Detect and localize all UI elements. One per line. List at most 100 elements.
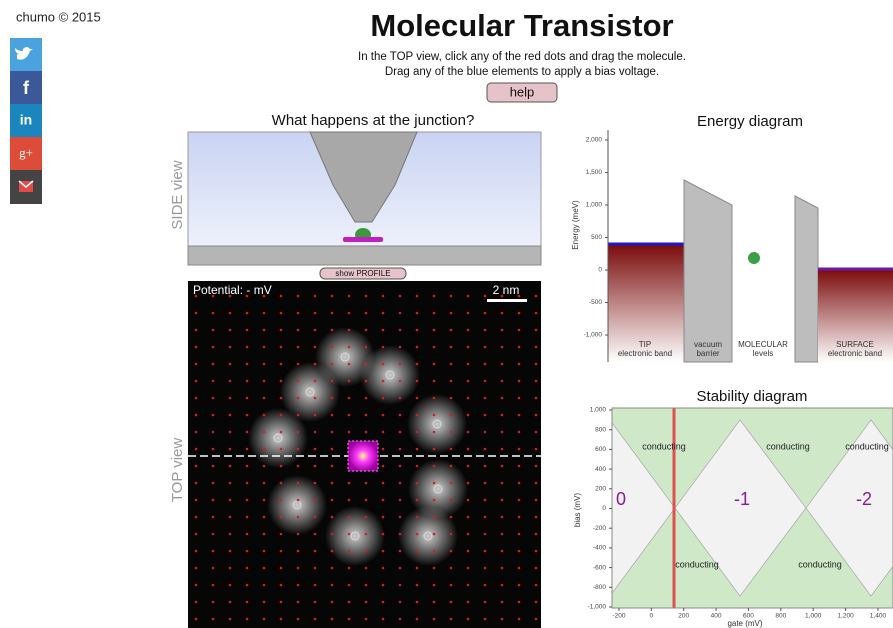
molecule-top[interactable] [348,441,378,471]
anchor-dot [280,346,283,349]
atom-glow [325,506,385,566]
anchor-dot [399,567,402,570]
anchor-dot [433,601,436,604]
anchor-dot [399,414,402,417]
side-label: SIDE view [169,160,186,229]
anchor-dot [382,618,385,621]
anchor-dot [365,567,368,570]
anchor-dot [399,516,402,519]
anchor-dot [348,397,351,400]
anchor-dot [348,295,351,298]
anchor-dot [331,601,334,604]
atom-glow [398,506,458,566]
anchor-dot [518,618,521,621]
anchor-dot [297,601,300,604]
anchor-dot [314,380,317,383]
anchor-dot [518,329,521,332]
anchor-dot [195,312,198,315]
anchor-dot [229,601,232,604]
anchor-dot [263,499,266,502]
anchor-dot [501,618,504,621]
anchor-dot [416,499,419,502]
anchor-dot [399,482,402,485]
anchor-dot [467,584,470,587]
anchor-dot [433,397,436,400]
anchor-dot [280,448,283,451]
anchor-dot [246,516,249,519]
anchor-dot [348,431,351,434]
anchor-dot [229,516,232,519]
anchor-dot [450,397,453,400]
anchor-dot [535,414,538,417]
anchor-dot [348,363,351,366]
anchor-dot [416,516,419,519]
anchor-dot [212,482,215,485]
anchor-dot [416,584,419,587]
anchor-dot [229,431,232,434]
anchor-dot [399,550,402,553]
x-tick-label: 400 [711,613,722,620]
x-tick-label: -200 [612,613,625,620]
anchor-dot [229,363,232,366]
anchor-dot [246,567,249,570]
anchor-dot [212,567,215,570]
anchor-dot [297,295,300,298]
scale-label: 2 nm [493,283,520,297]
anchor-dot [399,363,402,366]
anchor-dot [331,618,334,621]
anchor-dot [501,516,504,519]
anchor-dot [280,601,283,604]
anchor-dot [450,346,453,349]
anchor-dot [416,363,419,366]
anchor-dot [450,380,453,383]
anchor-dot [348,584,351,587]
anchor-dot [297,499,300,502]
anchor-dot [518,533,521,536]
anchor-dot [263,618,266,621]
anchor-dot [501,465,504,468]
anchor-dot [348,380,351,383]
anchor-dot [246,448,249,451]
anchor-dot [348,601,351,604]
anchor-dot [314,533,317,536]
anchor-dot [518,465,521,468]
anchor-dot [399,312,402,315]
anchor-dot [331,516,334,519]
anchor-dot [331,482,334,485]
anchor-dot [331,448,334,451]
anchor-dot [246,363,249,366]
anchor-dot [382,465,385,468]
anchor-dot [280,380,283,383]
anchor-dot [535,329,538,332]
anchor-dot [314,295,317,298]
anchor-dot [314,448,317,451]
anchor-dot [246,550,249,553]
anchor-dot [314,550,317,553]
anchor-dot [195,380,198,383]
anchor-dot [484,397,487,400]
anchor-dot [280,397,283,400]
x-tick-label: 1,000 [805,613,822,620]
y-tick-label: -1,000 [588,604,607,611]
anchor-dot [314,618,317,621]
anchor-dot [416,414,419,417]
conducting-label: conducting [798,559,842,569]
anchor-dot [467,448,470,451]
anchor-dot [399,295,402,298]
anchor-dot [450,312,453,315]
molecule-side-base[interactable] [343,237,383,242]
y-tick-label: 1,000 [586,202,603,209]
energy-axis-label: Energy (meV) [571,200,580,250]
anchor-dot [535,295,538,298]
conducting-label: conducting [845,441,889,451]
anchor-dot [467,567,470,570]
anchor-dot [382,363,385,366]
anchor-dot [212,499,215,502]
anchor-dot [365,601,368,604]
charge-state: -2 [856,489,872,509]
anchor-dot [314,601,317,604]
anchor-dot [297,329,300,332]
anchor-dot [314,516,317,519]
anchor-dot [280,516,283,519]
anchor-dot [433,465,436,468]
